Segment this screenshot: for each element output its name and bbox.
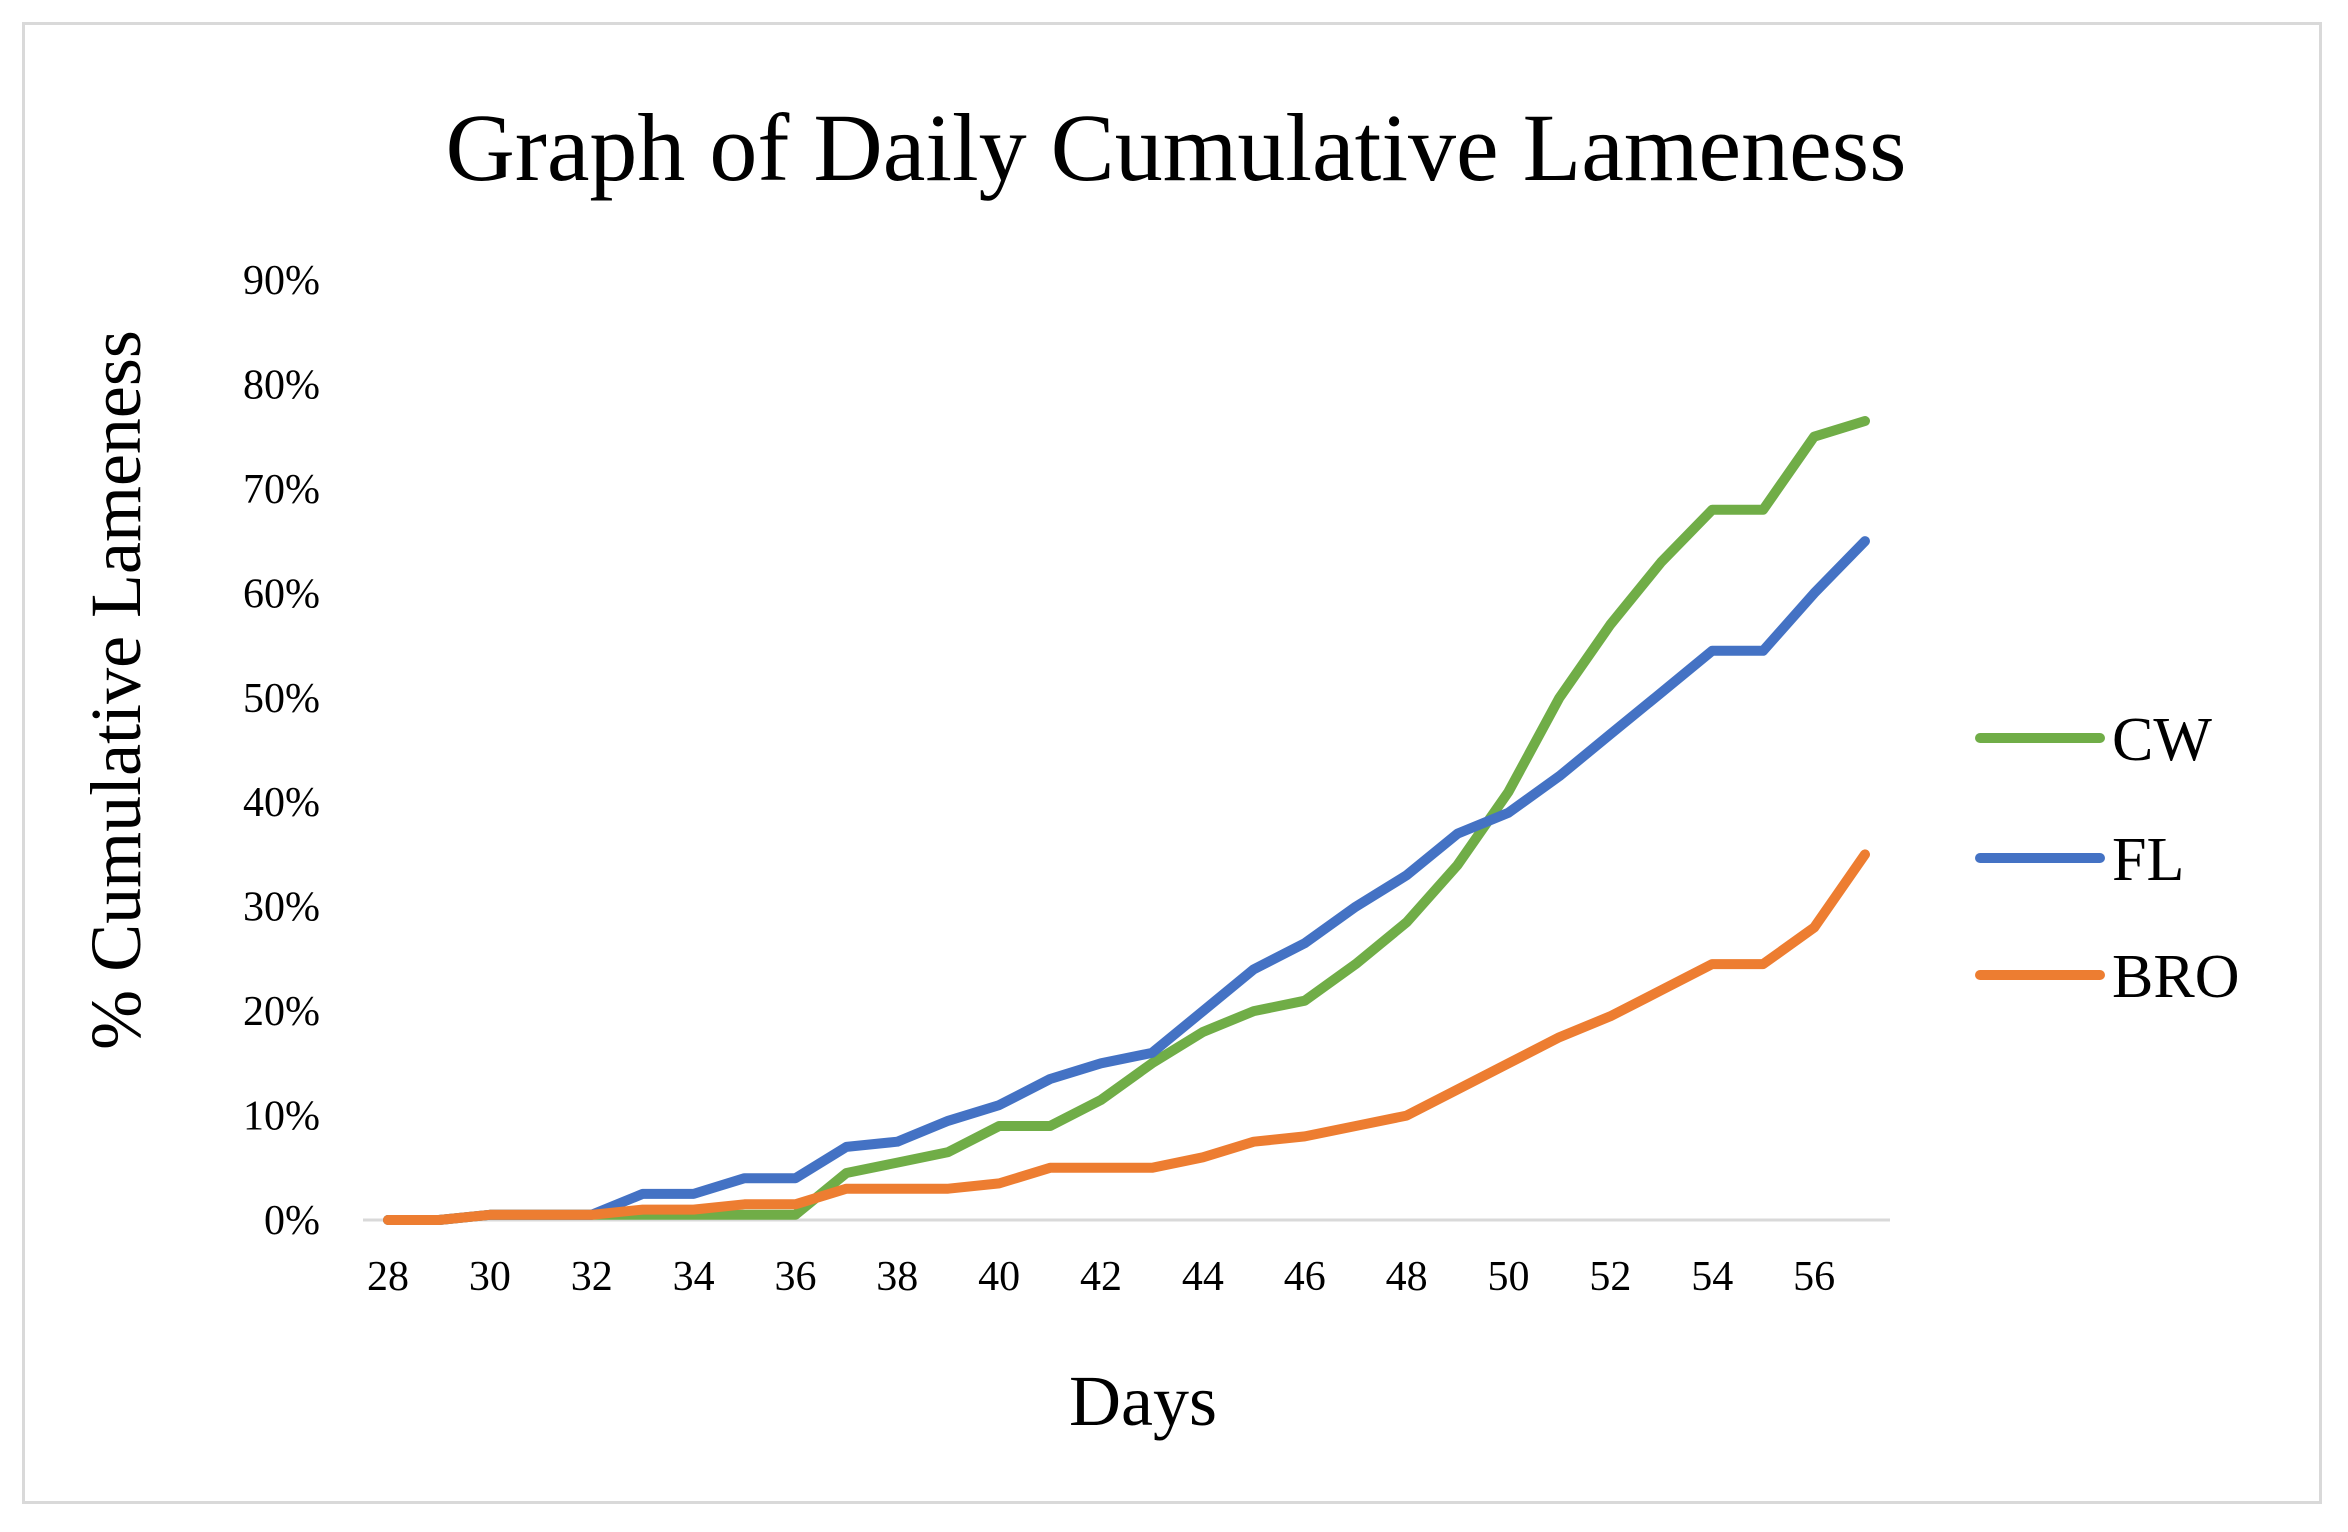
y-axis-ticks: 0% 10% 20% 30% 40% 50% 60% 70% 80% 90% bbox=[243, 258, 320, 1244]
x-tick-label: 32 bbox=[571, 1254, 613, 1300]
y-tick-label: 40% bbox=[243, 780, 320, 826]
y-tick-label: 0% bbox=[264, 1198, 320, 1244]
y-tick-label: 70% bbox=[243, 467, 320, 513]
legend-label-fl: FL bbox=[2112, 826, 2184, 894]
x-tick-label: 38 bbox=[876, 1254, 918, 1300]
y-tick-label: 90% bbox=[243, 258, 320, 304]
legend-label-bro: BRO bbox=[2112, 943, 2239, 1011]
x-tick-label: 40 bbox=[978, 1254, 1020, 1300]
x-tick-label: 28 bbox=[367, 1254, 409, 1300]
chart-title: Graph of Daily Cumulative Lameness bbox=[446, 94, 1907, 201]
x-tick-label: 46 bbox=[1284, 1254, 1326, 1300]
x-tick-label: 30 bbox=[469, 1254, 511, 1300]
x-axis-ticks: 28 30 32 34 36 38 40 42 44 46 48 50 52 54 56 bbox=[367, 1254, 1835, 1300]
y-tick-label: 80% bbox=[243, 362, 320, 408]
x-tick-label: 48 bbox=[1386, 1254, 1428, 1300]
series-lines bbox=[383, 416, 1870, 1225]
x-tick-label: 50 bbox=[1487, 1254, 1529, 1300]
y-axis-title: % Cumulative Lameness bbox=[76, 330, 156, 1050]
legend-label-cw: CW bbox=[2112, 706, 2212, 774]
y-tick-label: 30% bbox=[243, 885, 320, 931]
x-tick-label: 34 bbox=[673, 1254, 715, 1300]
chart-frame bbox=[22, 22, 2322, 1504]
x-tick-label: 42 bbox=[1080, 1254, 1122, 1300]
x-tick-label: 44 bbox=[1182, 1254, 1224, 1300]
y-tick-label: 10% bbox=[243, 1094, 320, 1140]
y-tick-label: 50% bbox=[243, 676, 320, 722]
x-axis-title: Days bbox=[1069, 1361, 1217, 1441]
series-line-cw bbox=[383, 416, 1870, 1225]
x-tick-label: 36 bbox=[774, 1254, 816, 1300]
y-tick-label: 20% bbox=[243, 989, 320, 1035]
series-line-fl bbox=[383, 536, 1870, 1225]
x-tick-label: 56 bbox=[1793, 1254, 1835, 1300]
x-tick-label: 52 bbox=[1589, 1254, 1631, 1300]
legend: CW FL BRO bbox=[1975, 706, 2239, 1011]
y-tick-label: 60% bbox=[243, 571, 320, 617]
series-line-bro bbox=[383, 849, 1870, 1225]
x-tick-label: 54 bbox=[1691, 1254, 1733, 1300]
